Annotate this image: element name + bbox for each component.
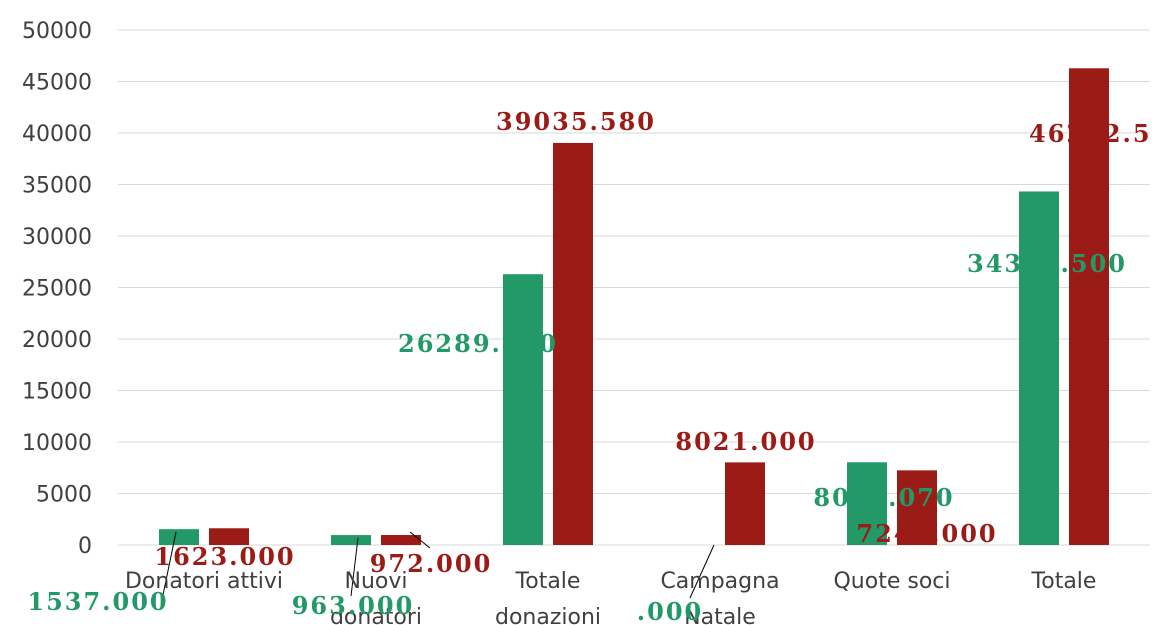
x-category-label: Nuovi [345,569,408,594]
x-category-label: Totale [515,569,581,594]
data-labels: 1537.000 963.000 26289.400 .000 8031.070 3432… [27,107,1165,625]
data-label-red: 1623.000 [154,542,295,571]
y-tick-label: 15000 [22,380,92,405]
bar-green [847,462,887,545]
y-tick-label: 45000 [22,71,92,96]
bar-red [897,470,937,545]
bar-green [331,535,371,545]
bar-red [725,462,765,545]
x-category-label: Natale [684,605,756,625]
data-label-green: 963.000 [292,591,415,620]
data-label-red: 7247.000 [856,519,997,548]
leader-line [689,544,715,599]
leader-line [162,531,177,596]
y-tick-label: 35000 [22,174,92,199]
data-label-red: 8021.000 [675,427,816,456]
x-category-label: Quote soci [833,569,950,594]
y-tick-label: 40000 [22,122,92,147]
leader-line [409,531,431,549]
x-category-label: donatori [330,605,422,625]
bar-green [1019,191,1059,545]
bar-green [503,274,543,545]
leader-lines [162,531,715,599]
x-category-label: Donatori attivi [125,569,283,594]
data-label-red: 972.000 [370,549,493,578]
bar-red [1069,68,1109,545]
y-tick-label: 50000 [22,19,92,44]
y-tick-label: 10000 [22,431,92,456]
x-category-label: Campagna [660,569,779,594]
x-axis-categories: Donatori attivi Nuovi donatori Totale donazi… [125,569,1096,625]
bar-red [209,528,249,545]
y-tick-label: 5000 [36,483,92,508]
bar-red [381,534,421,545]
y-tick-label: 25000 [22,277,92,302]
bar-red [553,142,593,545]
data-label-green: .000 [637,597,703,625]
data-label-green: 8031.070 [813,483,954,512]
leader-line [350,537,359,597]
x-category-label: donazioni [495,605,601,625]
y-tick-label: 30000 [22,225,92,250]
gridlines [118,29,1150,546]
y-tick-label: 20000 [22,328,92,353]
y-axis-ticks: 0 5000 10000 15000 20000 25000 30000 35000 40000… [22,19,92,559]
data-label-green: 34323.500 [967,249,1127,278]
bars [159,68,1109,545]
data-label-red: 39035.580 [496,107,656,136]
data-label-green: 26289.400 [398,329,558,358]
data-label-green: 1537.000 [27,587,168,616]
y-tick-label: 0 [78,534,92,559]
data-label-red: 46282.580 [1029,119,1165,148]
bar-green [159,529,199,545]
x-category-label: Totale [1031,569,1097,594]
